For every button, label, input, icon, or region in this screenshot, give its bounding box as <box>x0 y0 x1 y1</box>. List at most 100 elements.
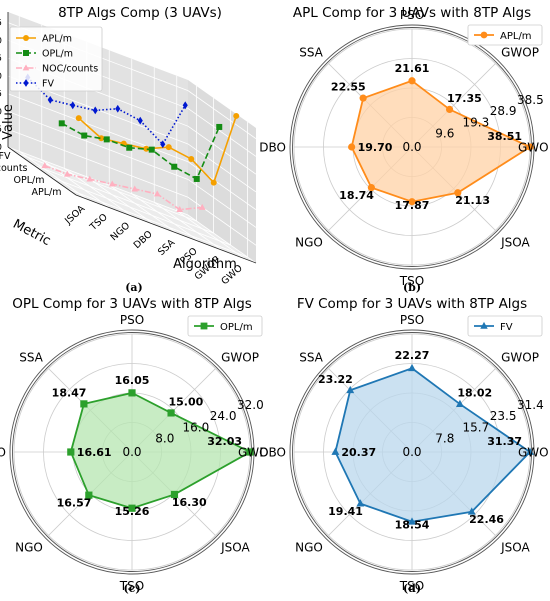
y-tick-label: APL/m <box>32 187 62 198</box>
data-point <box>58 120 65 127</box>
radar-r-tick-label: 23.5 <box>490 409 517 423</box>
radar-point <box>246 448 254 456</box>
radar-value-label: 20.37 <box>341 446 376 459</box>
radar-value-label: 15.26 <box>115 505 150 518</box>
radar-legend-marker <box>200 322 208 330</box>
radar-point <box>367 184 375 192</box>
radar-axis-label: DBO <box>259 446 286 460</box>
radar-axis-label: DBO <box>0 446 6 460</box>
radar-r-tick-label: 16.0 <box>183 420 210 434</box>
radar-outer-ring <box>9 329 255 575</box>
z-gridline <box>7 93 257 211</box>
data-point <box>148 146 155 153</box>
legend-marker <box>23 35 29 41</box>
radar-axis-label: JSOA <box>220 540 250 554</box>
radar-point <box>454 189 462 197</box>
legend-box <box>9 26 103 92</box>
radar-r-tick-label: 19.3 <box>463 115 490 129</box>
z-tick-label: 15 <box>0 90 2 100</box>
z-tick-label: 20 <box>0 72 2 82</box>
radar-r-tick-label: 24.0 <box>210 409 237 423</box>
radar-axis-label: SSA <box>19 351 43 365</box>
data-point <box>188 155 195 162</box>
radar-point <box>408 363 416 372</box>
data-point <box>103 136 110 143</box>
radar-point <box>80 400 88 408</box>
radar-point <box>67 448 75 456</box>
radar-axis-label: TSO <box>119 579 144 593</box>
radar-legend-box <box>467 24 543 46</box>
radar-axis-label: JSOA <box>500 540 530 554</box>
radar-area <box>70 392 251 509</box>
radar-axis-label: SSA <box>299 46 323 60</box>
panel-a-series <box>25 73 240 212</box>
z-tick-label: 0 <box>0 143 2 153</box>
z-tick-label: 30 <box>0 36 2 46</box>
legend-label: APL/m <box>42 34 72 45</box>
radar-legend-label: FV <box>500 322 513 333</box>
radar-r-tick-label: 0.0 <box>402 140 421 154</box>
y-tick-label: OPL/m <box>14 175 45 186</box>
data-point <box>115 104 121 113</box>
panel-a-3d-chart: 8TP Algs Comp (3 UAVs) 05101520253035 JS… <box>0 5 257 294</box>
data-point <box>41 162 49 169</box>
radar-point <box>467 507 476 515</box>
z-gridline <box>7 146 257 264</box>
z-tick-label: 5 <box>0 125 2 135</box>
y-gridline <box>50 110 231 246</box>
radar-axis-label: GWO <box>518 141 549 155</box>
legend-marker <box>23 79 29 87</box>
data-point <box>81 132 88 139</box>
data-point <box>176 205 184 212</box>
radar-legend-box <box>467 315 543 337</box>
radar-r-tick-label: 38.5 <box>517 93 544 107</box>
panel-b-radar: APL Comp for 3 UAVs with 8TP Algs 0.0 9.6 1… <box>259 5 548 294</box>
radar-r-tick-label: 31.4 <box>517 398 544 412</box>
x-axis-line <box>75 194 257 264</box>
legend-marker <box>22 64 30 71</box>
radar-point <box>445 105 454 114</box>
data-point <box>92 106 98 115</box>
z-gridline <box>7 111 257 228</box>
series-line-noc <box>44 164 203 211</box>
radar-axis-label: GWO <box>238 446 269 460</box>
panel-a-caption: (a) <box>125 281 143 294</box>
data-point <box>86 175 94 182</box>
data-point <box>75 115 82 122</box>
panel-a-legend: APL/m OPL/m NOC/counts FV <box>9 26 103 92</box>
legend-label: NOC/counts <box>42 64 98 75</box>
data-point <box>98 135 105 142</box>
radar-caption: (b) <box>403 281 421 294</box>
y-tick-label: NOC/counts <box>0 163 28 174</box>
y-gridline <box>33 98 214 234</box>
radar-value-label: 16.57 <box>57 497 92 510</box>
radar-value-label: 15.00 <box>168 396 203 409</box>
radar-point <box>356 499 365 507</box>
radar-value-label: 17.87 <box>395 199 430 212</box>
data-point <box>47 95 53 104</box>
radar-legend-box <box>187 315 263 337</box>
radar-point <box>170 490 179 499</box>
radar-point <box>408 77 416 85</box>
radar-axis-label: NGO <box>295 540 323 554</box>
z-tick-label: 10 <box>0 107 2 117</box>
radar-legend-label: APL/m <box>500 31 532 42</box>
radar-r-tick-label: 28.9 <box>490 104 517 118</box>
data-point <box>171 163 178 170</box>
radar-value-label: 21.13 <box>455 194 490 207</box>
data-point <box>153 190 161 197</box>
radar-axis-label: SSA <box>299 351 323 365</box>
radar-point <box>128 389 136 397</box>
radar-value-label: 18.02 <box>457 387 492 400</box>
z-tick-label: 35 <box>0 19 2 29</box>
radar-legend-marker <box>480 321 488 329</box>
z-gridline <box>7 75 257 193</box>
radar-axis-label: GWOP <box>221 351 259 365</box>
panel-a-zlabel: Value <box>1 104 16 140</box>
radar-title: OPL Comp for 3 UAVs with 8TP Algs <box>12 296 252 312</box>
radar-axis-label: PSO <box>120 313 144 327</box>
radar-r-tick-label: 15.7 <box>463 420 490 434</box>
radar-area <box>351 80 530 202</box>
radar-title: FV Comp for 3 UAVs with 8TP Algs <box>297 296 527 312</box>
